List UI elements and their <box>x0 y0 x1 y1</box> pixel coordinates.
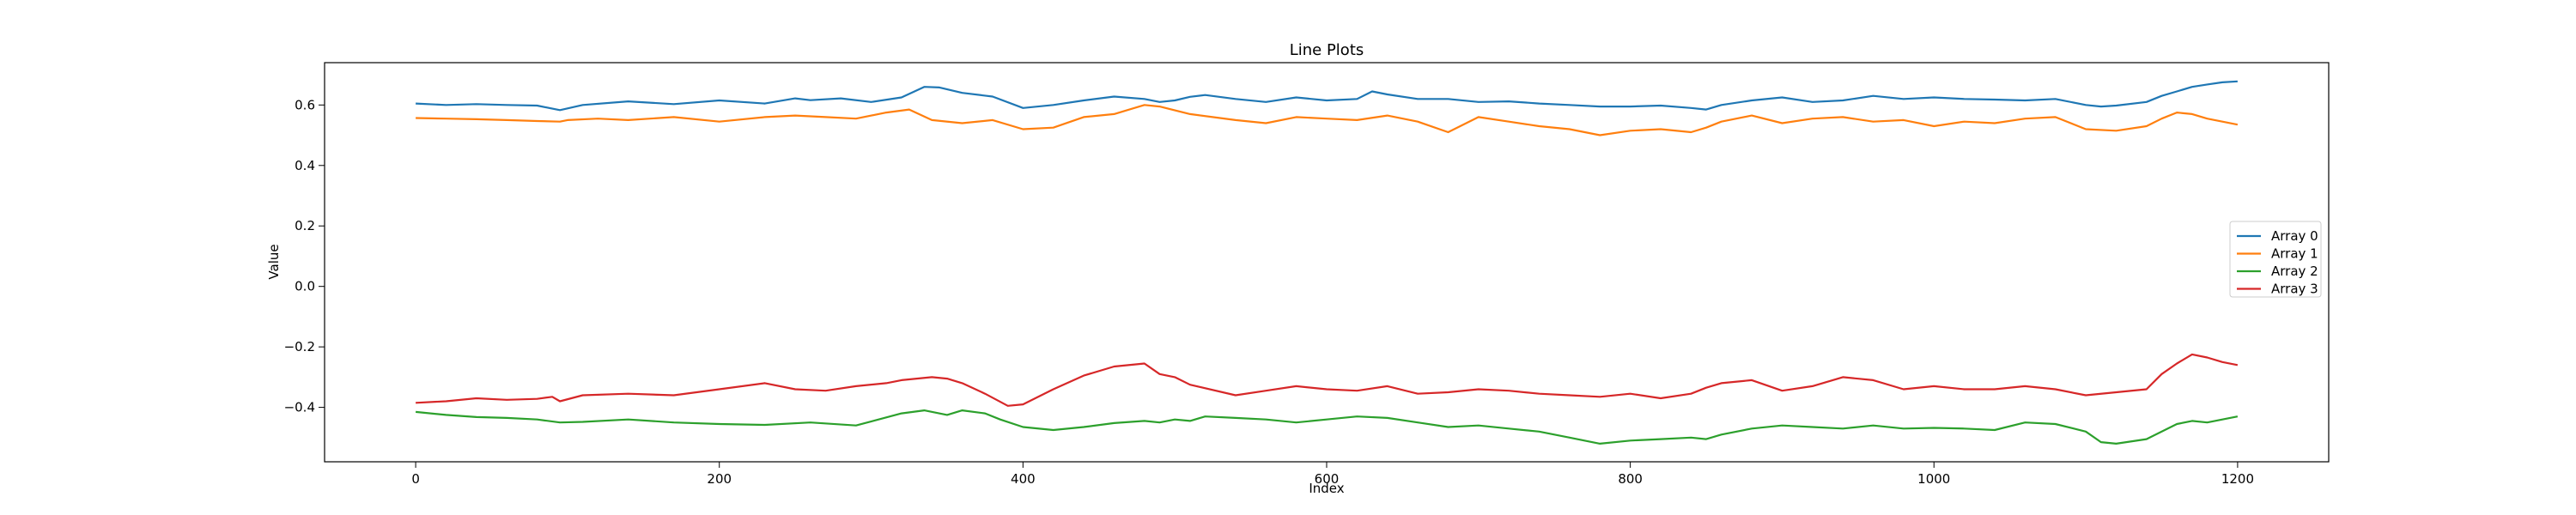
series-line-3 <box>416 353 2239 407</box>
legend-label-0: Array 0 <box>2271 228 2318 244</box>
x-tick-label: 400 <box>1011 471 1036 487</box>
y-tick-label: 0.6 <box>295 97 315 112</box>
y-tick-label: −0.2 <box>284 339 315 354</box>
legend-label-1: Array 1 <box>2271 246 2318 262</box>
legend-entries: Array 0 Array 1 Array 2 Array 3 <box>2237 228 2318 297</box>
legend: Array 0 Array 1 Array 2 Array 3 <box>2229 221 2322 298</box>
y-tick-label: 0.0 <box>295 279 315 294</box>
y-tick-label: −0.4 <box>284 400 315 415</box>
series-layer <box>415 80 2239 445</box>
legend-label-2: Array 2 <box>2271 264 2318 279</box>
chart-title: Line Plots <box>1290 41 1364 59</box>
series-line-0 <box>416 80 2238 112</box>
x-tick-label: 600 <box>1315 471 1340 487</box>
x-tick-label: 1200 <box>2221 471 2254 487</box>
x-tick-label: 800 <box>1618 471 1643 487</box>
x-tick-label: 1000 <box>1917 471 1950 487</box>
plot-frame <box>324 62 2330 463</box>
x-tick-label: 0 <box>411 471 420 487</box>
legend-frame <box>2229 221 2322 298</box>
series-line-2 <box>415 409 2239 445</box>
legend-label-3: Array 3 <box>2271 282 2318 297</box>
x-axis-label: Index <box>1309 481 1344 496</box>
x-tick-label: 200 <box>707 471 732 487</box>
y-tick-label: 0.4 <box>295 158 315 173</box>
ticks-layer: 0 200 400 600 800 1000 1200 −0.4 −0.2 0.0 0.2 0.4 0.… <box>284 97 2254 487</box>
series-line-1 <box>416 104 2239 136</box>
y-tick-label: 0.2 <box>295 218 315 233</box>
y-axis-label: Value <box>266 244 282 279</box>
